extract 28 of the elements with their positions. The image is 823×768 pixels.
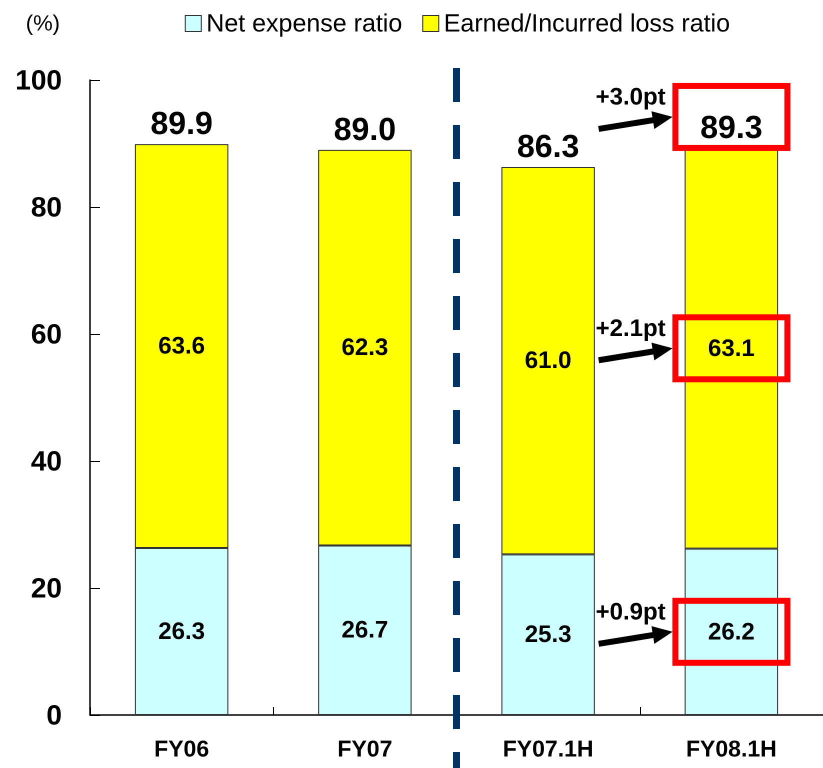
y-tick-label: 100	[15, 64, 62, 96]
total-label: 89.9	[150, 105, 213, 142]
annotation: +0.9pt	[596, 598, 666, 626]
y-tick-label: 60	[30, 318, 62, 350]
y-axis-title: (%)	[26, 10, 60, 36]
data-label: 63.6	[158, 332, 205, 360]
total-label: 86.3	[516, 128, 580, 164]
data-label: 63.1	[708, 334, 755, 362]
data-label: 26.7	[342, 616, 388, 644]
data-label: 25.3	[524, 621, 572, 648]
annotation: +2.1pt	[596, 314, 666, 342]
annotation: +3.0pt	[596, 83, 666, 110]
data-label: 26.2	[708, 618, 755, 646]
x-tick-label: FY07.1H	[502, 736, 594, 762]
x-tick-label: FY06	[154, 736, 210, 762]
x-tick-label: FY07	[337, 736, 392, 762]
total-label: 89.3	[700, 108, 763, 145]
total-label: 89.0	[334, 110, 396, 147]
x-tick-label: FY08.1H	[686, 736, 777, 762]
legend-label: Earned/Incurred loss ratio	[444, 10, 730, 38]
y-tick-label: 20	[30, 572, 62, 604]
y-tick-label: 80	[30, 192, 62, 222]
data-label: 61.0	[524, 347, 572, 374]
y-tick-label: 40	[30, 446, 62, 476]
legend-label: Net expense ratio	[206, 10, 402, 38]
data-label: 62.3	[342, 334, 388, 362]
y-tick-label: 0	[46, 700, 62, 730]
data-label: 26.3	[158, 618, 205, 645]
